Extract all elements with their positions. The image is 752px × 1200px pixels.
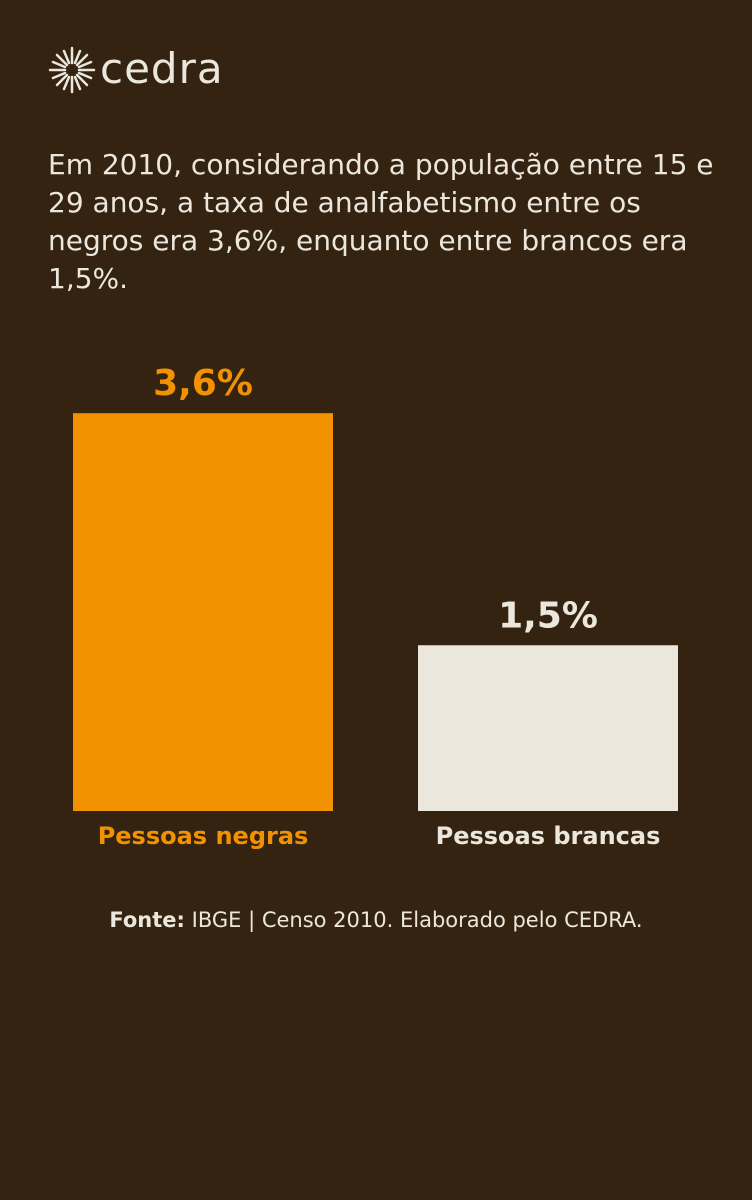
bar xyxy=(73,413,333,811)
value-label: 3,6% xyxy=(153,363,253,404)
source-label: Fonte: xyxy=(109,908,185,932)
bar xyxy=(418,645,678,811)
logo-icon xyxy=(48,46,96,94)
value-label: 1,5% xyxy=(498,595,598,636)
source: Fonte: IBGE | Censo 2010. Elaborado pelo… xyxy=(0,908,752,932)
chart-title: Em 2010, considerando a população entre … xyxy=(48,148,714,295)
category-label: Pessoas negras xyxy=(98,822,309,850)
source-text: IBGE | Censo 2010. Elaborado pelo CEDRA. xyxy=(191,908,643,932)
category-label: Pessoas brancas xyxy=(436,822,661,850)
brand: cedra xyxy=(100,44,224,93)
